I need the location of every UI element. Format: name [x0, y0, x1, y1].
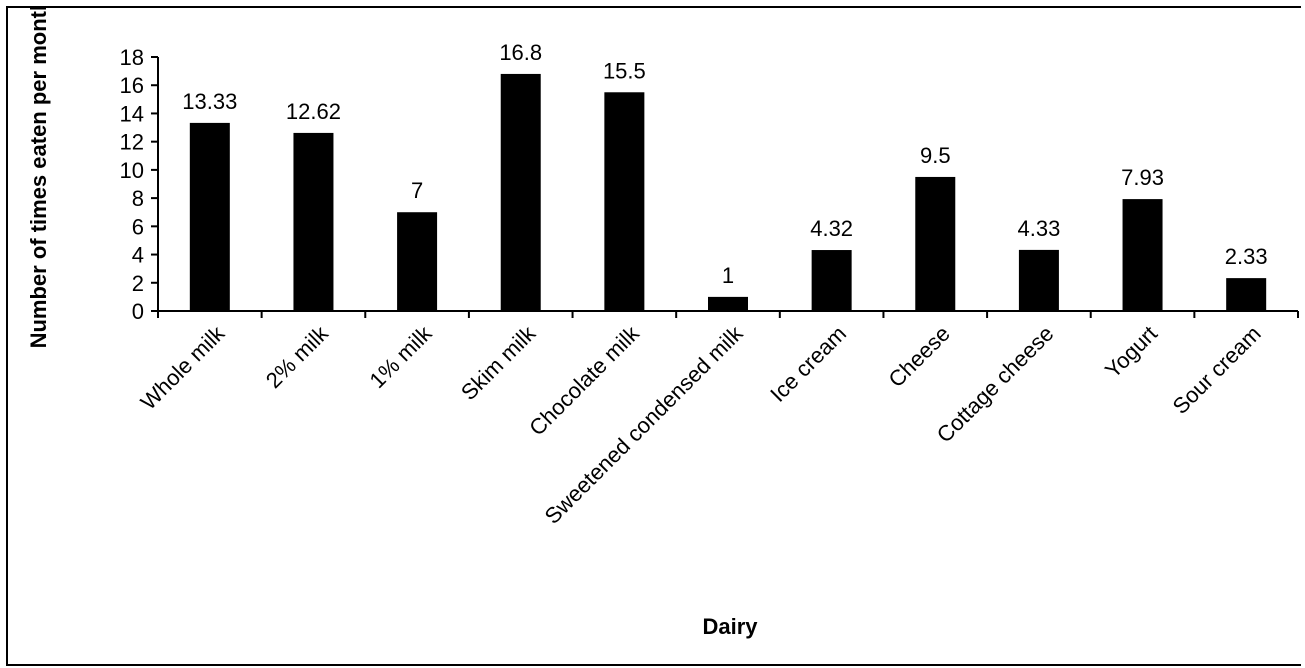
- data-label: 9.5: [920, 143, 951, 168]
- y-tick-label: 0: [132, 299, 144, 324]
- category-label: Ice cream: [765, 321, 851, 407]
- y-tick-label: 14: [120, 101, 144, 126]
- data-label: 16.8: [499, 40, 542, 65]
- y-axis: 0 2 4 6 8 10 12 14 16 18: [120, 45, 159, 324]
- bar: [1122, 199, 1163, 311]
- category-label: Sweetened condensed milk: [540, 320, 749, 529]
- data-label: 1: [722, 263, 734, 288]
- bar: [189, 122, 230, 311]
- data-label: 7.93: [1121, 165, 1164, 190]
- y-tick-label: 10: [120, 158, 144, 183]
- data-label: 15.5: [603, 58, 646, 83]
- category-label: Sour cream: [1168, 321, 1266, 419]
- bar: [604, 92, 645, 312]
- chart-frame: 0 2 4 6 8 10 12 14 16 18 13.33 12.62 7 16.8 15.5 1 4.32…: [6, 6, 1301, 666]
- category-label: Chocolate milk: [524, 320, 644, 440]
- y-tick-label: 16: [120, 73, 144, 98]
- data-label: 2.33: [1225, 244, 1268, 269]
- bar: [811, 250, 852, 311]
- y-axis-title: Number of times eaten per month: [26, 8, 51, 348]
- bar: [500, 73, 541, 311]
- bar: [1226, 278, 1267, 311]
- category-label: Whole milk: [136, 320, 230, 414]
- bars: [189, 73, 1267, 312]
- y-tick-label: 8: [132, 186, 144, 211]
- data-label: 4.32: [810, 216, 853, 241]
- x-axis-title: Dairy: [702, 614, 758, 639]
- data-label: 12.62: [286, 99, 341, 124]
- y-tick-label: 18: [120, 45, 144, 70]
- y-tick-label: 6: [132, 214, 144, 239]
- bar: [708, 296, 748, 311]
- data-label: 13.33: [182, 89, 237, 114]
- y-tick-label: 12: [120, 130, 144, 155]
- bar: [915, 176, 956, 311]
- bar: [397, 212, 438, 311]
- y-tick-label: 2: [132, 271, 144, 296]
- category-label: Skim milk: [456, 320, 541, 405]
- category-label: Yogurt: [1100, 321, 1162, 383]
- bar-chart: 0 2 4 6 8 10 12 14 16 18 13.33 12.62 7 16.8 15.5 1 4.32…: [26, 8, 1299, 639]
- bar: [293, 132, 334, 311]
- bar: [1018, 249, 1059, 311]
- category-label: 1% milk: [364, 320, 437, 393]
- data-labels: 13.33 12.62 7 16.8 15.5 1 4.32 9.5 4.33 7.93 2.33: [182, 40, 1267, 288]
- category-labels: Whole milk 2% milk 1% milk Skim milkChocola…: [136, 320, 1266, 529]
- category-label: 2% milk: [261, 320, 334, 393]
- data-label: 7: [411, 178, 423, 203]
- data-label: 4.33: [1017, 216, 1060, 241]
- x-axis: [157, 310, 1299, 318]
- y-tick-label: 4: [132, 243, 144, 268]
- category-label: Cheese: [884, 321, 955, 392]
